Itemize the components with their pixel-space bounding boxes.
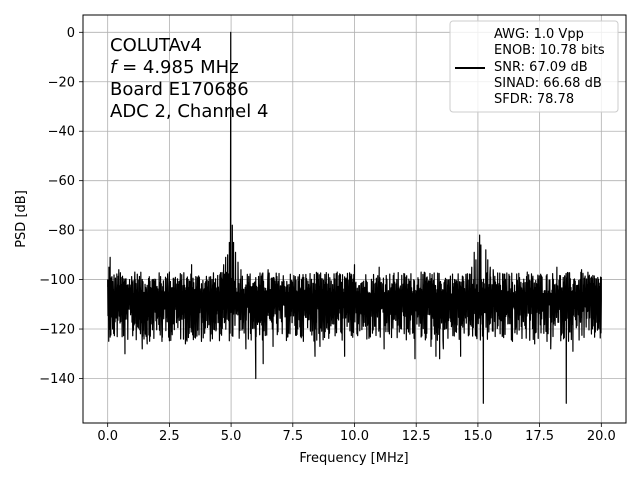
y-tick-label: −120 bbox=[39, 323, 75, 338]
x-tick-label: 5.0 bbox=[221, 429, 242, 444]
legend-line-awg: AWG: 1.0 Vpp bbox=[494, 27, 584, 42]
y-tick-label: −20 bbox=[48, 75, 75, 90]
y-tick-label: −80 bbox=[48, 224, 75, 239]
legend: AWG: 1.0 Vpp ENOB: 10.78 bits SNR: 67.09… bbox=[449, 20, 619, 113]
legend-frame bbox=[449, 20, 619, 113]
x-tick-label: 2.5 bbox=[159, 429, 180, 444]
y-tick-label: −60 bbox=[48, 174, 75, 189]
annotation-line-1: COLUTAv4 bbox=[110, 35, 202, 56]
annotation-frequency-value: = 4.985 MHz bbox=[122, 57, 239, 78]
y-tick-label: −140 bbox=[39, 372, 75, 387]
x-tick-label: 17.5 bbox=[525, 429, 554, 444]
x-tick-label: 0.0 bbox=[97, 429, 118, 444]
y-tick-label: −40 bbox=[48, 125, 75, 140]
y-tick-label: −100 bbox=[39, 273, 75, 288]
legend-line-sinad: SINAD: 66.68 dB bbox=[494, 76, 602, 91]
y-axis-label: PSD [dB] bbox=[14, 190, 29, 248]
legend-line-sfdr: SFDR: 78.78 bbox=[494, 92, 574, 107]
legend-line-enob: ENOB: 10.78 bits bbox=[494, 43, 605, 58]
x-tick-label: 7.5 bbox=[282, 429, 303, 444]
annotation-line-3: Board E170686 bbox=[110, 79, 249, 100]
annotation-frequency-symbol: f bbox=[110, 57, 119, 78]
x-axis-label: Frequency [MHz] bbox=[299, 451, 408, 466]
x-tick-label: 20.0 bbox=[587, 429, 616, 444]
axes-group: 0.0 2.5 5.0 7.5 10.0 12.5 15.0 17.5 20.0 0 −20 −40 −… bbox=[39, 26, 616, 444]
x-tick-label: 12.5 bbox=[402, 429, 431, 444]
x-tick-label: 15.0 bbox=[463, 429, 492, 444]
legend-line-snr: SNR: 67.09 dB bbox=[494, 60, 588, 75]
annotation-box: COLUTAv4 f = 4.985 MHz Board E170686 ADC… bbox=[110, 35, 268, 122]
y-tick-label: 0 bbox=[67, 26, 75, 41]
annotation-line-4: ADC 2, Channel 4 bbox=[110, 101, 268, 122]
annotation-line-2: f = 4.985 MHz bbox=[110, 57, 239, 78]
x-tick-label: 10.0 bbox=[340, 429, 369, 444]
psd-trace bbox=[107, 31, 602, 404]
series-group bbox=[107, 31, 602, 404]
